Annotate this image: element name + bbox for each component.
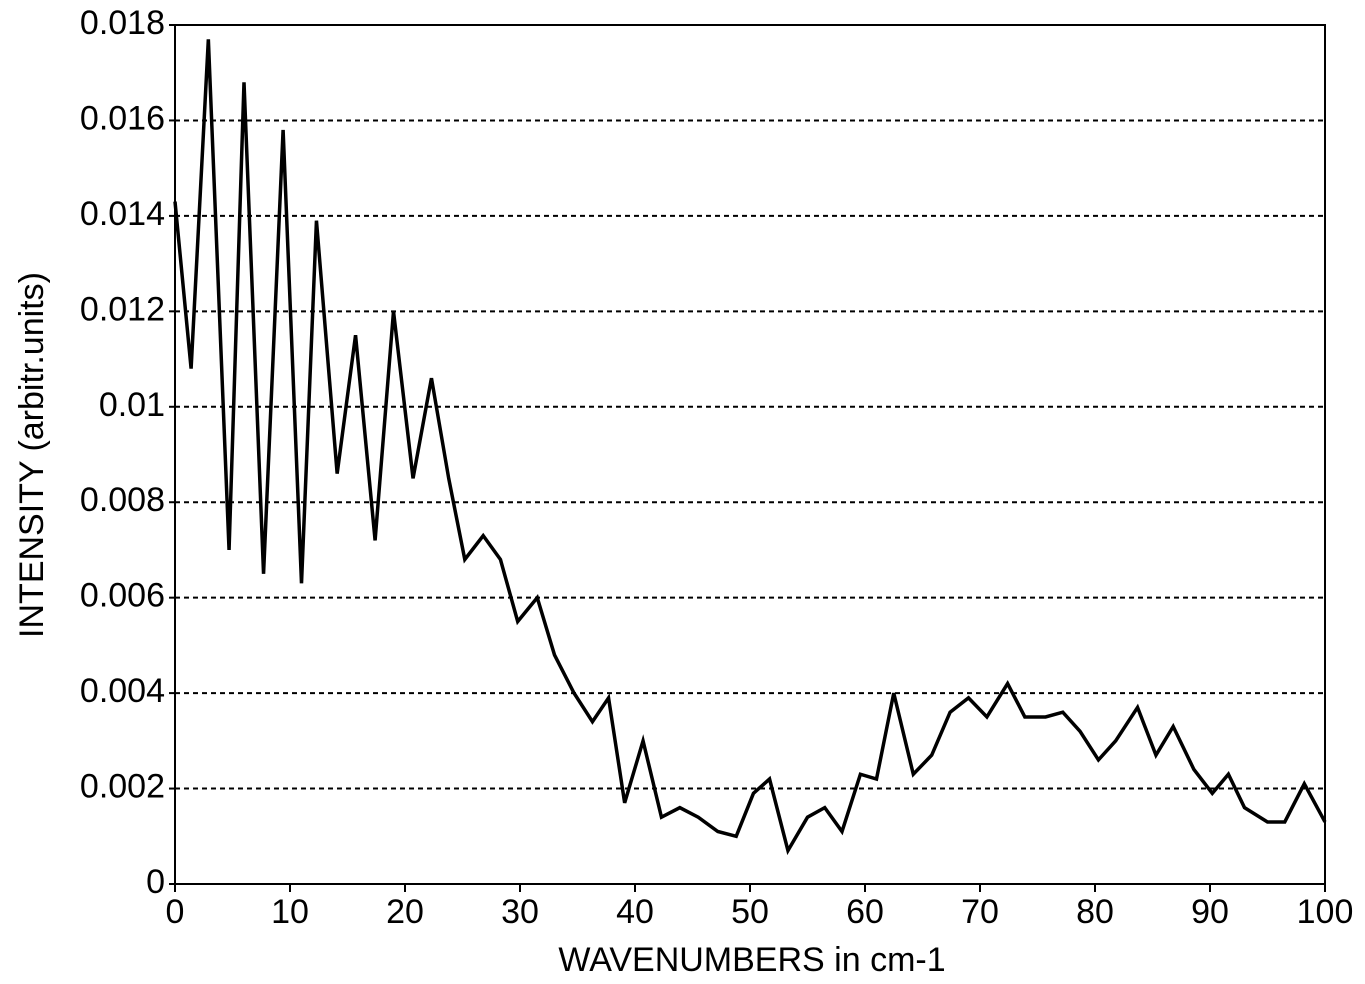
y-tick-label: 0.018: [80, 4, 165, 42]
plot-frame: [174, 24, 1326, 885]
y-tick-label: 0.006: [80, 577, 165, 615]
x-tick-label: 20: [386, 893, 424, 931]
y-tick-label: 0.002: [80, 768, 165, 806]
y-tick-label: 0.012: [80, 290, 165, 328]
x-tick-label: 80: [1076, 893, 1114, 931]
x-tick-label: 90: [1191, 893, 1229, 931]
y-tick-label: 0: [146, 863, 165, 901]
x-tick-label: 70: [961, 893, 999, 931]
x-tick-label: 10: [271, 893, 309, 931]
y-tick-label: 0.008: [80, 481, 165, 519]
x-axis-label: WAVENUMBERS in cm-1: [558, 941, 945, 979]
data-line: [173, 39, 1327, 856]
x-tick-label: 100: [1297, 893, 1354, 931]
x-tick-label: 50: [731, 893, 769, 931]
y-tick-label: 0.004: [80, 672, 165, 710]
y-tick-label: 0.014: [80, 195, 165, 233]
y-axis-label: INTENSITY (arbitr.units): [13, 272, 51, 638]
x-tick-label: 60: [846, 893, 884, 931]
y-tick-label: 0.01: [99, 386, 165, 424]
x-tick-label: 30: [501, 893, 539, 931]
y-tick-label: 0.016: [80, 99, 165, 137]
x-tick-label: 0: [166, 893, 185, 931]
x-tick-label: 40: [616, 893, 654, 931]
